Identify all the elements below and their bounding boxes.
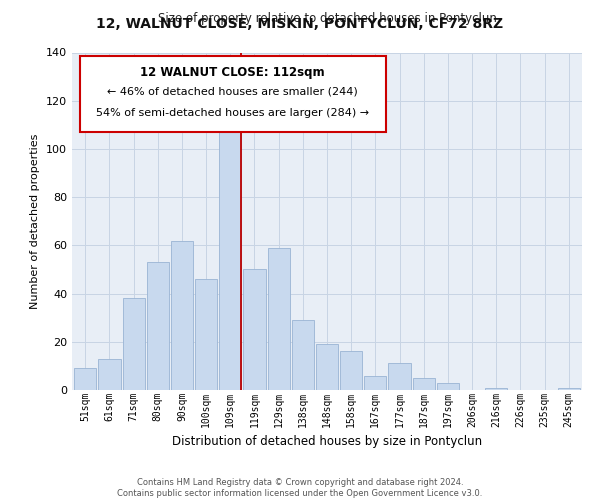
- Bar: [413, 378, 435, 390]
- Bar: [98, 358, 121, 390]
- Bar: [244, 270, 266, 390]
- Bar: [171, 240, 193, 390]
- Text: ← 46% of detached houses are smaller (244): ← 46% of detached houses are smaller (24…: [107, 86, 358, 96]
- Text: 54% of semi-detached houses are larger (284) →: 54% of semi-detached houses are larger (…: [96, 108, 369, 118]
- Bar: [388, 364, 410, 390]
- Bar: [364, 376, 386, 390]
- Bar: [437, 383, 459, 390]
- Bar: [557, 388, 580, 390]
- Bar: [122, 298, 145, 390]
- FancyBboxPatch shape: [80, 56, 386, 132]
- Y-axis label: Number of detached properties: Number of detached properties: [31, 134, 40, 309]
- Title: Size of property relative to detached houses in Pontyclun: Size of property relative to detached ho…: [158, 12, 496, 25]
- Text: Contains HM Land Registry data © Crown copyright and database right 2024.
Contai: Contains HM Land Registry data © Crown c…: [118, 478, 482, 498]
- Bar: [340, 352, 362, 390]
- Text: 12, WALNUT CLOSE, MISKIN, PONTYCLUN, CF72 8RZ: 12, WALNUT CLOSE, MISKIN, PONTYCLUN, CF7…: [97, 18, 503, 32]
- Bar: [292, 320, 314, 390]
- Bar: [146, 262, 169, 390]
- Bar: [485, 388, 508, 390]
- Bar: [268, 248, 290, 390]
- Bar: [316, 344, 338, 390]
- Bar: [74, 368, 97, 390]
- Bar: [195, 279, 217, 390]
- Text: 12 WALNUT CLOSE: 112sqm: 12 WALNUT CLOSE: 112sqm: [140, 66, 325, 79]
- X-axis label: Distribution of detached houses by size in Pontyclun: Distribution of detached houses by size …: [172, 435, 482, 448]
- Bar: [219, 118, 241, 390]
